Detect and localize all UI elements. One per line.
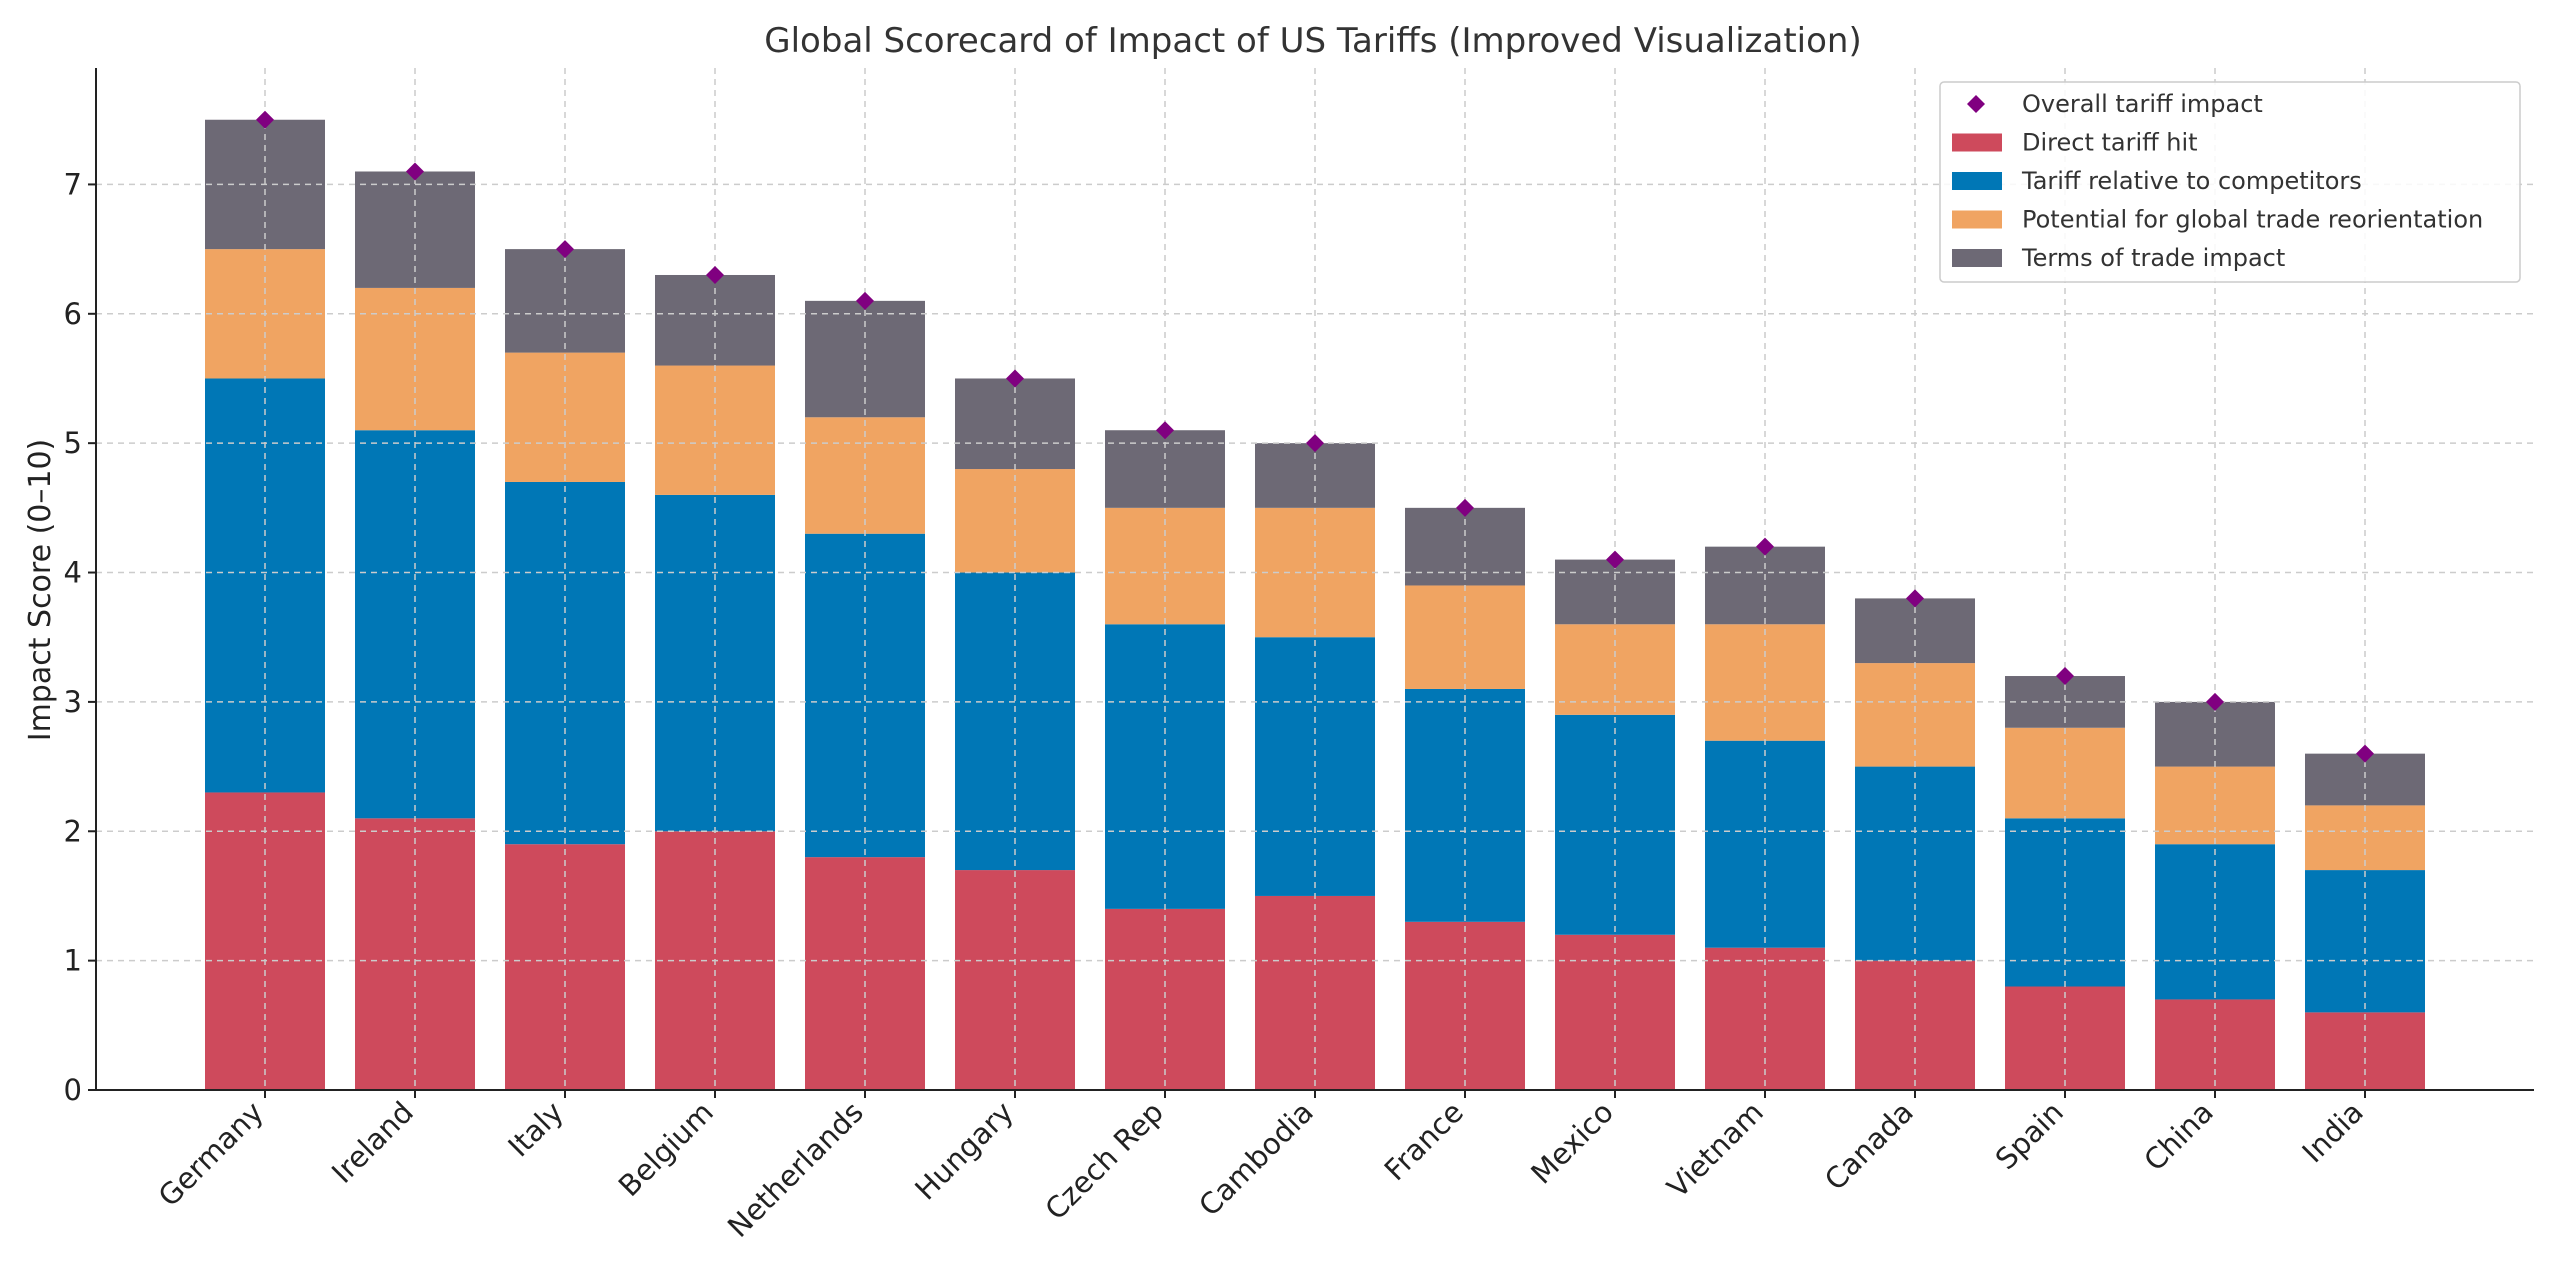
y-tick-label: 0 <box>64 1073 82 1107</box>
bar-segment <box>2155 999 2275 1090</box>
x-tick-label: Cambodia <box>1192 1095 1320 1223</box>
legend-swatch <box>1952 133 2002 152</box>
y-tick-label: 4 <box>64 556 82 590</box>
legend-label: Direct tariff hit <box>2022 129 2198 157</box>
y-tick-label: 6 <box>64 297 82 331</box>
overall-marker <box>1156 421 1174 440</box>
legend-marker <box>1967 95 1985 113</box>
y-axis-label: Impact Score (0–10) <box>23 439 58 742</box>
x-tick-label: Hungary <box>908 1095 1020 1207</box>
y-tick-label: 2 <box>64 814 82 848</box>
y-tick-label: 1 <box>64 944 82 978</box>
legend-label: Potential for global trade reorientation <box>2022 206 2483 234</box>
overall-marker <box>406 162 424 181</box>
x-tick-label: Italy <box>501 1095 570 1164</box>
legend: Overall tariff impact Direct tariff hit Ta… <box>1939 81 2521 283</box>
bar-segment <box>1555 934 1675 1090</box>
bar-segment <box>1555 559 1675 625</box>
overall-markers <box>256 110 2374 763</box>
legend-swatch <box>1952 210 2002 229</box>
overall-marker <box>1306 434 1324 453</box>
bar-segment <box>1855 663 1975 767</box>
legend-label: Overall tariff impact <box>2022 90 2263 118</box>
overall-marker <box>2206 692 2224 711</box>
overall-marker <box>2056 667 2074 686</box>
bar-segment <box>505 352 625 482</box>
overall-marker <box>1006 369 1024 388</box>
chart-title: Global Scorecard of Impact of US Tariffs… <box>764 21 1861 61</box>
legend-label: Terms of trade impact <box>2021 244 2285 272</box>
overall-marker <box>1606 550 1624 569</box>
overall-marker <box>256 110 274 129</box>
x-tick-label: Ireland <box>325 1095 420 1190</box>
bar-segment <box>2155 844 2275 1000</box>
overall-marker <box>1906 589 1924 608</box>
x-tick-label: Canada <box>1818 1095 1920 1197</box>
y-tick-label: 5 <box>64 426 82 460</box>
x-tick-label: Germany <box>152 1095 270 1213</box>
legend-swatch <box>1952 172 2002 190</box>
y-tick-label: 3 <box>64 685 82 719</box>
overall-marker <box>2356 744 2374 763</box>
bar-segment <box>955 870 1075 1090</box>
bar-segment <box>1555 714 1675 935</box>
x-tick-label: India <box>2296 1095 2370 1169</box>
x-tick-label: France <box>1378 1095 1470 1187</box>
legend-label: Tariff relative to competitors <box>2021 167 2362 195</box>
x-tick-label: Czech Rep <box>1038 1095 1169 1226</box>
x-tick-label: Spain <box>1989 1095 2070 1176</box>
overall-marker <box>556 240 574 259</box>
x-tick-label: China <box>2137 1095 2220 1178</box>
overall-marker <box>1456 498 1474 517</box>
bar-segment <box>2005 818 2125 987</box>
overall-marker <box>706 265 724 284</box>
overall-marker <box>856 291 874 310</box>
x-tick-label: Belgium <box>612 1095 720 1203</box>
x-tick-label: Mexico <box>1524 1095 1620 1191</box>
y-tick-label: 7 <box>64 167 82 201</box>
overall-marker <box>1756 537 1774 556</box>
x-tick-label: Vietnam <box>1660 1095 1770 1205</box>
bar-segment <box>505 844 625 1090</box>
bar-segment <box>1405 585 1525 689</box>
legend-box <box>1939 81 2521 283</box>
x-tick-label: Netherlands <box>721 1095 870 1244</box>
legend-swatch <box>1952 249 2002 267</box>
grid-lines <box>96 68 2534 1090</box>
